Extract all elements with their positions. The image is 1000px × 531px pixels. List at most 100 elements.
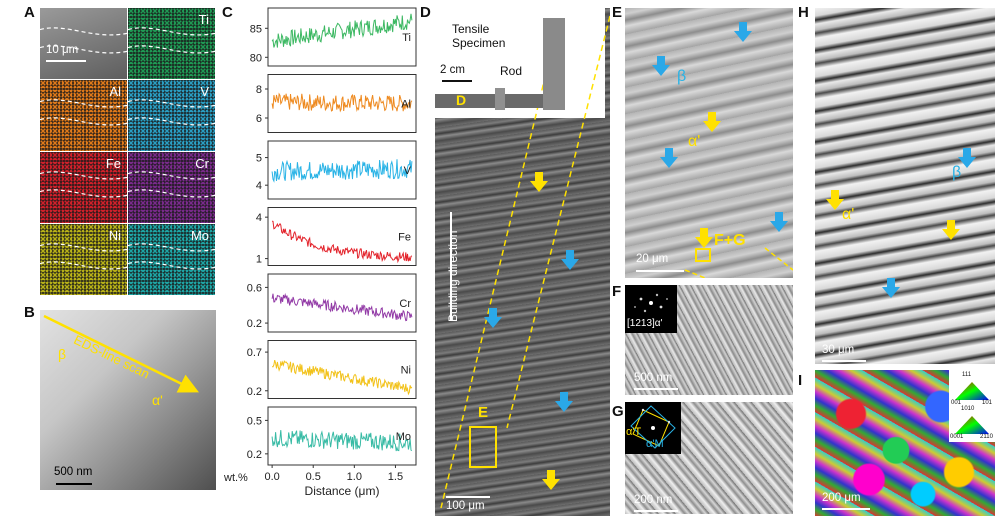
ipf-legend-bottom: 1010: [961, 406, 975, 412]
subplot-frame: [267, 7, 417, 67]
x-tick-label: 0.5: [306, 471, 321, 483]
eds-map-tile: Ni: [40, 224, 127, 295]
eds-map-tile: Cr: [128, 152, 215, 223]
panel-label-d: D: [420, 4, 431, 21]
y-tick-label: 5: [256, 153, 262, 165]
inset-d-mark: D: [456, 92, 467, 108]
series-line-v: [271, 159, 413, 183]
y-tick-label: 0.6: [247, 282, 262, 294]
panel-e-beta-label: β: [677, 68, 687, 85]
panel-label-i: I: [798, 372, 803, 389]
y-tick-label: 0.2: [247, 449, 262, 461]
series-name-label: Cr: [399, 298, 411, 310]
y-tick-label: 8: [256, 84, 262, 96]
ipf-legend-top-right: 101: [982, 400, 993, 406]
panel-d-box-e: [469, 426, 497, 468]
x-axis-label: Distance (μm): [305, 484, 380, 498]
panel-i-scale-bar: [822, 508, 870, 510]
y-tick-label: 0.2: [247, 318, 262, 330]
eds-map-tile: Al: [40, 80, 127, 151]
eds-element-label: Fe: [105, 156, 121, 171]
panel-d-box-e-label: E: [478, 404, 489, 421]
eds-map-tile: V: [128, 80, 215, 151]
panel-d-scale-label: 100 μm: [446, 500, 485, 512]
tensile-specimen-shape: [543, 18, 565, 110]
panel-f-zone-axis: [1213]α': [627, 318, 663, 329]
eds-map-tile: Ti: [128, 8, 215, 79]
beta-arrow: [484, 308, 502, 333]
panel-g-scale-bar: [634, 510, 678, 512]
ipf-legend-top-left: 001: [951, 400, 962, 406]
panel-c-composition-profiles: 85 80 Ti 8 6 Al 5 4 V 4 1 Fe 0.6 0.2 Cr 0.7 0.2 Ni 0.5 0.2 M…: [223, 7, 417, 498]
ipf-legend-top: 111: [962, 372, 972, 378]
eds-scan-arrow: [43, 314, 199, 393]
series-name-label: Fe: [398, 232, 411, 244]
panel-b-alpha-label: α': [152, 392, 163, 408]
series-name-label: Ti: [402, 32, 411, 44]
series-name-label: Al: [401, 99, 411, 111]
y-tick-label: 0.5: [247, 415, 262, 427]
panel-label-e: E: [612, 4, 623, 21]
series-line-ti: [271, 13, 413, 48]
eds-element-label: Cr: [195, 156, 209, 171]
series-line-mo: [271, 430, 413, 452]
eds-map-tile: [40, 8, 127, 79]
beta-arrow: [734, 22, 752, 47]
beta-arrow: [555, 392, 573, 417]
subplot-frame: [267, 340, 417, 399]
series-line-ni: [271, 359, 413, 396]
inset-scale-bar: [442, 80, 472, 82]
y-unit-label: wt.%: [223, 472, 248, 484]
panel-f-tem-image: [625, 285, 793, 395]
eds-element-label: Mo: [190, 228, 209, 243]
eds-element-label: Ti: [198, 12, 209, 27]
alpha-prime-arrow: [542, 470, 560, 495]
panel-g-tem-image: [625, 402, 793, 514]
x-tick-label: 0.0: [264, 471, 279, 483]
x-tick-label: 1.5: [388, 471, 403, 483]
building-direction-label: Building direction: [446, 230, 460, 322]
inset-rod-label: Rod: [500, 64, 523, 78]
panel-a-eds-maps: Ti Al V Fe Cr Ni Mo: [40, 8, 216, 296]
panel-h-scale-bar: [822, 360, 866, 362]
y-tick-label: 0.2: [247, 386, 262, 398]
panel-h-alpha-label: α': [842, 206, 855, 223]
beta-arrow: [561, 250, 579, 275]
panel-f-scale-label: 500 nm: [634, 372, 673, 384]
ipf-legend-bottom-right: 2110: [980, 434, 993, 440]
series-line-fe: [271, 220, 413, 264]
y-tick-label: 1: [256, 254, 262, 266]
eds-element-label: Al: [109, 84, 121, 99]
y-tick-label: 80: [250, 52, 262, 64]
series-line-al: [271, 92, 413, 113]
y-tick-label: 4: [256, 212, 262, 224]
eds-element-label: V: [200, 84, 209, 99]
panel-g-scale-label: 200 nm: [634, 494, 673, 506]
ipf-legend: [949, 370, 995, 442]
subplot-frame: [267, 74, 417, 133]
eds-map-tile: Fe: [40, 152, 127, 223]
y-tick-label: 4: [256, 180, 262, 192]
panel-label-a: A: [24, 4, 35, 21]
panel-g-alpha-t-label: α'T: [626, 426, 642, 438]
alpha-prime-arrow: [826, 190, 844, 215]
alpha-prime-arrow: [530, 172, 548, 197]
panel-e-box-fg: [695, 248, 711, 262]
panel-e-alpha-label: α': [688, 133, 701, 150]
alpha-prime-arrow: [703, 112, 721, 137]
subplot-frame: [267, 140, 417, 200]
y-tick-label: 85: [250, 23, 262, 35]
series-name-label: Mo: [396, 431, 411, 443]
panel-label-f: F: [612, 283, 622, 300]
beta-arrow: [660, 148, 678, 173]
alpha-prime-arrow: [942, 220, 960, 245]
panel-g-alpha-m-label: α'M: [646, 438, 664, 450]
panel-h-beta-label: β: [952, 164, 962, 181]
panel-f-scale-bar: [634, 388, 678, 390]
rod-end: [495, 88, 505, 110]
ipf-legend-bottom-left: 0001: [950, 434, 964, 440]
subplot-frame: [267, 406, 417, 466]
beta-arrow: [770, 212, 788, 237]
series-name-label: V: [404, 165, 412, 177]
y-tick-label: 0.7: [247, 347, 262, 359]
